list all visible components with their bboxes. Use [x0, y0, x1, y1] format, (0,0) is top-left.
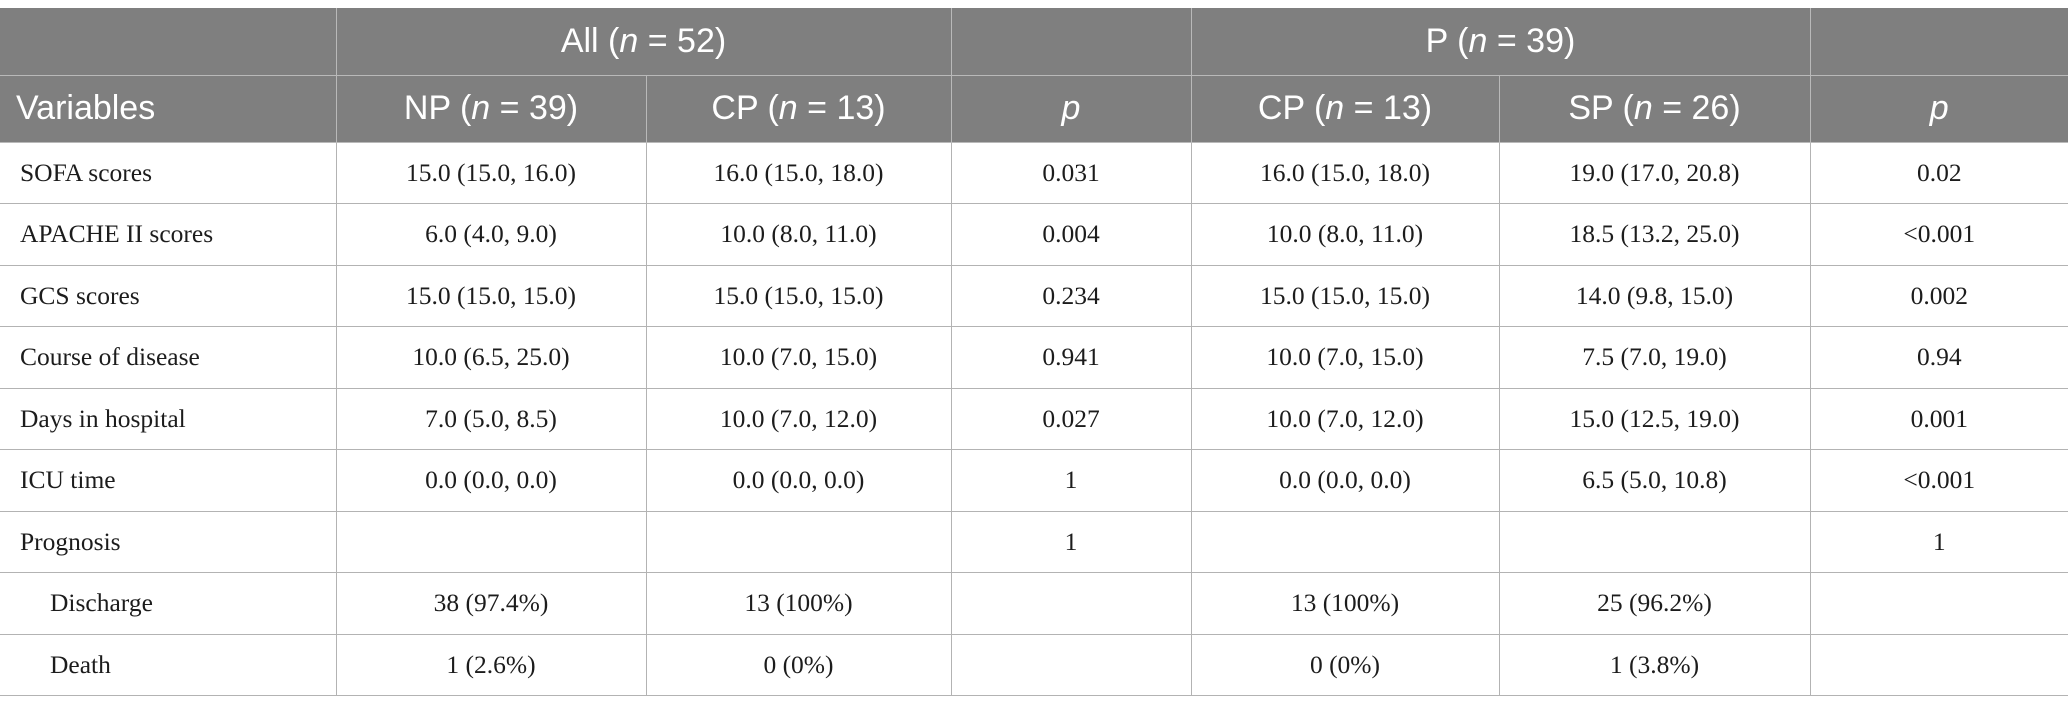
- row-label: GCS scores: [0, 265, 337, 327]
- cell-p-p: 0.002: [1810, 265, 2068, 327]
- cell-cp-p: 0 (0%): [1191, 634, 1500, 696]
- table-row: GCS scores 15.0 (15.0, 15.0) 15.0 (15.0,…: [0, 265, 2068, 327]
- cell-sp: 25 (96.2%): [1499, 572, 1811, 635]
- cell-p-p: 0.94: [1810, 326, 2068, 389]
- table-row: ICU time 0.0 (0.0, 0.0) 0.0 (0.0, 0.0) 1…: [0, 449, 2068, 512]
- header-p-all: p: [951, 75, 1192, 143]
- cell-p-all: 0.941: [951, 326, 1192, 389]
- cell-cp-all: 15.0 (15.0, 15.0): [646, 265, 952, 327]
- cell-cp-all: 16.0 (15.0, 18.0): [646, 142, 952, 204]
- row-label: ICU time: [0, 449, 337, 512]
- cell-cp-all: 0.0 (0.0, 0.0): [646, 449, 952, 512]
- cell-np: 10.0 (6.5, 25.0): [336, 326, 647, 389]
- cell-p-p: <0.001: [1810, 203, 2068, 266]
- cell-p-p: <0.001: [1810, 449, 2068, 512]
- header-empty-cell: [951, 8, 1192, 76]
- cell-sp: 1 (3.8%): [1499, 634, 1811, 696]
- cell-p-all: 0.234: [951, 265, 1192, 327]
- row-label: APACHE II scores: [0, 203, 337, 266]
- cell-np: 15.0 (15.0, 15.0): [336, 265, 647, 327]
- row-label: Death: [0, 634, 337, 696]
- cell-sp: 15.0 (12.5, 19.0): [1499, 388, 1811, 450]
- cell-p-all: 0.004: [951, 203, 1192, 266]
- cell-p-p: 0.001: [1810, 388, 2068, 450]
- row-label: Course of disease: [0, 326, 337, 389]
- cell-cp-p: 10.0 (7.0, 12.0): [1191, 388, 1500, 450]
- cell-p-p: 1: [1810, 511, 2068, 573]
- cell-cp-p: 0.0 (0.0, 0.0): [1191, 449, 1500, 512]
- cell-p-all: [951, 634, 1192, 696]
- cell-cp-p: [1191, 511, 1500, 573]
- cell-cp-all: 13 (100%): [646, 572, 952, 635]
- cell-cp-all: 0 (0%): [646, 634, 952, 696]
- table-row: Death 1 (2.6%) 0 (0%) 0 (0%) 1 (3.8%): [0, 634, 2068, 696]
- header-group-p: P (n = 39): [1191, 8, 1811, 76]
- cell-sp: 19.0 (17.0, 20.8): [1499, 142, 1811, 204]
- cell-p-all: 1: [951, 511, 1192, 573]
- table-header: All (n = 52) P (n = 39) Variables NP (n …: [0, 8, 2068, 143]
- row-label: Days in hospital: [0, 388, 337, 450]
- header-variables: Variables: [0, 75, 337, 143]
- cell-np: 7.0 (5.0, 8.5): [336, 388, 647, 450]
- cell-p-all: [951, 572, 1192, 635]
- cell-np: 0.0 (0.0, 0.0): [336, 449, 647, 512]
- header-p-p: p: [1810, 75, 2068, 143]
- cell-p-p: 0.02: [1810, 142, 2068, 204]
- table-row: Course of disease 10.0 (6.5, 25.0) 10.0 …: [0, 326, 2068, 389]
- cell-cp-all: 10.0 (7.0, 12.0): [646, 388, 952, 450]
- header-sp: SP (n = 26): [1499, 75, 1811, 143]
- cell-np: 15.0 (15.0, 16.0): [336, 142, 647, 204]
- header-cp-p: CP (n = 13): [1191, 75, 1500, 143]
- table-row: APACHE II scores 6.0 (4.0, 9.0) 10.0 (8.…: [0, 203, 2068, 266]
- cell-np: [336, 511, 647, 573]
- cell-cp-p: 15.0 (15.0, 15.0): [1191, 265, 1500, 327]
- header-empty-cell: [0, 8, 337, 76]
- header-np: NP (n = 39): [336, 75, 647, 143]
- cell-cp-all: [646, 511, 952, 573]
- cell-p-p: [1810, 572, 2068, 635]
- cell-np: 1 (2.6%): [336, 634, 647, 696]
- comparison-table: All (n = 52) P (n = 39) Variables NP (n …: [0, 8, 2068, 696]
- header-cp-all: CP (n = 13): [646, 75, 952, 143]
- row-label: Discharge: [0, 572, 337, 635]
- cell-p-all: 1: [951, 449, 1192, 512]
- header-group-all: All (n = 52): [336, 8, 952, 76]
- cell-sp: 6.5 (5.0, 10.8): [1499, 449, 1811, 512]
- cell-np: 6.0 (4.0, 9.0): [336, 203, 647, 266]
- cell-cp-p: 10.0 (7.0, 15.0): [1191, 326, 1500, 389]
- cell-cp-p: 13 (100%): [1191, 572, 1500, 635]
- cell-p-p: [1810, 634, 2068, 696]
- cell-sp: 7.5 (7.0, 19.0): [1499, 326, 1811, 389]
- cell-sp: 18.5 (13.2, 25.0): [1499, 203, 1811, 266]
- cell-cp-all: 10.0 (7.0, 15.0): [646, 326, 952, 389]
- cell-p-all: 0.031: [951, 142, 1192, 204]
- cell-cp-p: 10.0 (8.0, 11.0): [1191, 203, 1500, 266]
- cell-np: 38 (97.4%): [336, 572, 647, 635]
- table-row: Prognosis 1 1: [0, 511, 2068, 573]
- cell-cp-p: 16.0 (15.0, 18.0): [1191, 142, 1500, 204]
- header-row-columns: Variables NP (n = 39) CP (n = 13) p CP (…: [0, 75, 2068, 143]
- header-row-groups: All (n = 52) P (n = 39): [0, 8, 2068, 76]
- table-row: Days in hospital 7.0 (5.0, 8.5) 10.0 (7.…: [0, 388, 2068, 450]
- cell-sp: [1499, 511, 1811, 573]
- table-body: SOFA scores 15.0 (15.0, 16.0) 16.0 (15.0…: [0, 142, 2068, 696]
- cell-sp: 14.0 (9.8, 15.0): [1499, 265, 1811, 327]
- table-row: Discharge 38 (97.4%) 13 (100%) 13 (100%)…: [0, 572, 2068, 635]
- table-row: SOFA scores 15.0 (15.0, 16.0) 16.0 (15.0…: [0, 142, 2068, 204]
- cell-p-all: 0.027: [951, 388, 1192, 450]
- cell-cp-all: 10.0 (8.0, 11.0): [646, 203, 952, 266]
- header-empty-cell: [1810, 8, 2068, 76]
- row-label: SOFA scores: [0, 142, 337, 204]
- row-label: Prognosis: [0, 511, 337, 573]
